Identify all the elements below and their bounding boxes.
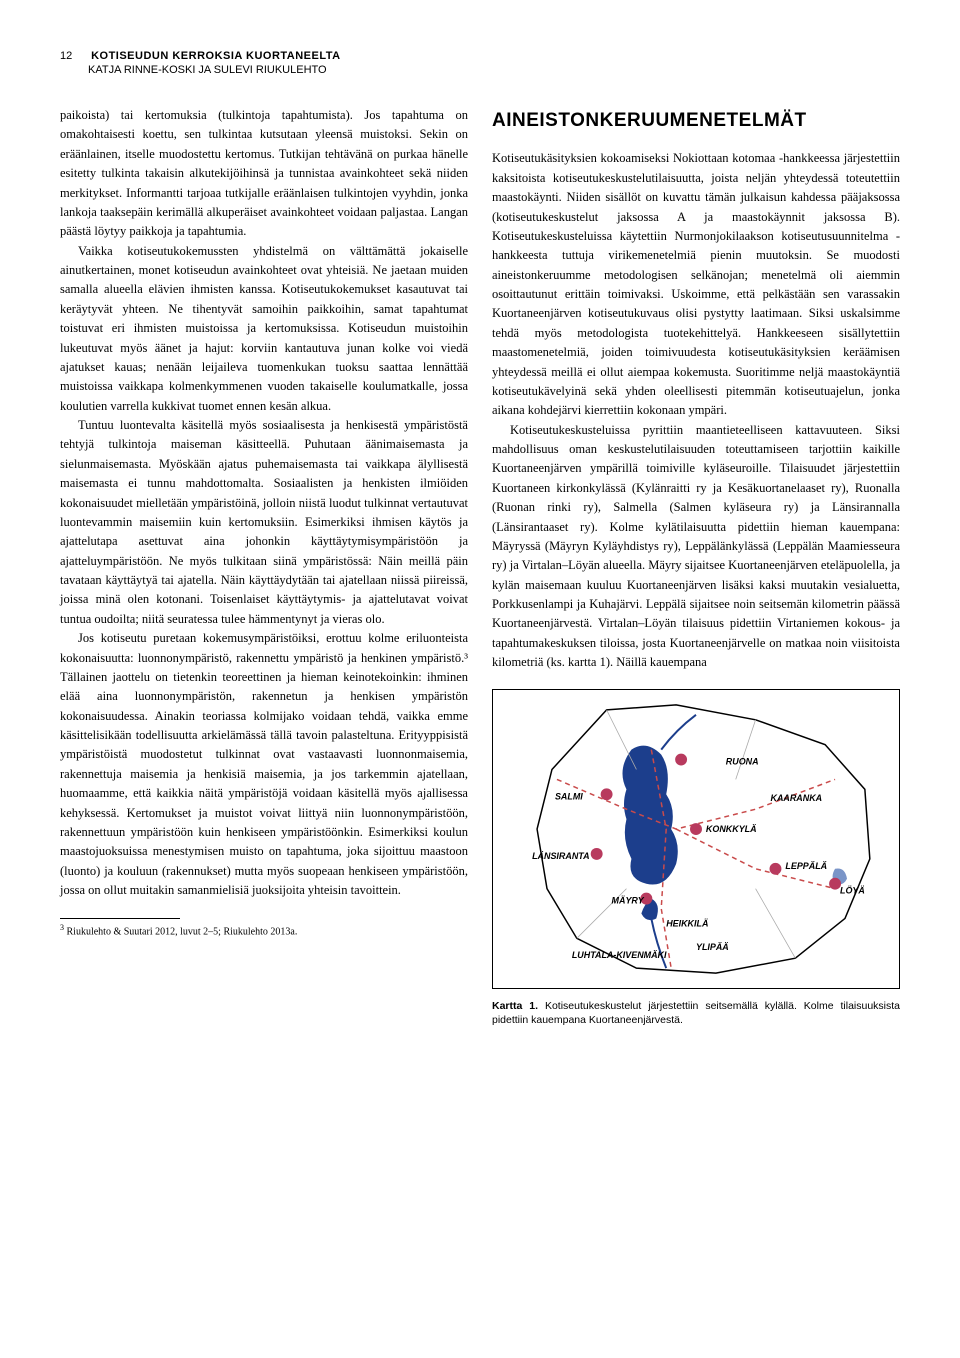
section-heading: AINEISTONKERUUMENETELMÄT [492, 106, 900, 135]
map-road-1 [557, 779, 835, 829]
right-column: AINEISTONKERUUMENETELMÄT Kotiseutukäsity… [492, 106, 900, 1027]
marker-salmi [601, 788, 613, 800]
left-p2: Vaikka kotiseutukokemussten yhdistelmä o… [60, 242, 468, 416]
map-caption-label: Kartta 1. [492, 1000, 538, 1012]
left-p4: Jos kotiseutu puretaan kokemusympäristöi… [60, 629, 468, 900]
page-number: 12 [60, 50, 88, 62]
map-river-s [651, 918, 666, 968]
left-p3: Tuntuu luontevalta käsitellä myös sosiaa… [60, 416, 468, 629]
label-salmi: SALMI [555, 791, 583, 801]
marker-lansi [591, 848, 603, 860]
label-kaaranka: KAARANKA [771, 793, 823, 803]
right-p1: Kotiseutukäsityksien kokoamiseksi Nokiot… [492, 149, 900, 420]
map-boundary [537, 704, 870, 972]
footnote: 3 Riukulehto & Suutari 2012, luvut 2–5; … [60, 923, 468, 938]
map-caption-text: Kotiseutukeskustelut järjestettiin seits… [492, 1000, 900, 1026]
marker-leppala [770, 862, 782, 874]
label-lansi: LÄNSIRANTA [532, 850, 589, 860]
map-figure: RUONA SALMI KAARANKA KONKKYLÄ LÄNSIRANTA… [492, 689, 900, 989]
label-heikkila: HEIKKILÄ [666, 918, 708, 928]
left-p1: paikoista) tai kertomuksia (tulkintoja t… [60, 106, 468, 242]
left-column: paikoista) tai kertomuksia (tulkintoja t… [60, 106, 468, 1027]
map-svg: RUONA SALMI KAARANKA KONKKYLÄ LÄNSIRANTA… [493, 690, 899, 988]
label-luhtala: LUHTALA-KIVENMÄKI [572, 950, 667, 960]
marker-ruona [675, 753, 687, 765]
map-lake [622, 745, 677, 884]
map-river-n [661, 714, 696, 749]
label-mayry: MÄYRY [612, 895, 645, 905]
page-subtitle: KATJA RINNE-KOSKI JA SULEVI RIUKULEHTO [88, 64, 900, 76]
label-loya: LÖYÄ [840, 885, 865, 895]
footnote-text: Riukulehto & Suutari 2012, luvut 2–5; Ri… [67, 927, 298, 938]
body-columns: paikoista) tai kertomuksia (tulkintoja t… [60, 106, 900, 1027]
page-title: KOTISEUDUN KERROKSIA KUORTANEELTA [91, 50, 341, 62]
label-ruona: RUONA [726, 756, 759, 766]
page-header: 12 KOTISEUDUN KERROKSIA KUORTANEELTA [60, 50, 900, 62]
footnote-rule [60, 918, 180, 919]
label-leppala: LEPPÄLÄ [785, 860, 827, 870]
map-caption: Kartta 1. Kotiseutukeskustelut järjestet… [492, 999, 900, 1027]
marker-konkk [690, 823, 702, 835]
label-ylipaa: YLIPÄÄ [696, 942, 729, 952]
map-road-3 [676, 829, 835, 889]
footnote-num: 3 [60, 923, 64, 932]
right-p2: Kotiseutukeskusteluissa pyrittiin maanti… [492, 421, 900, 673]
label-konkk: KONKKYLÄ [706, 824, 757, 834]
